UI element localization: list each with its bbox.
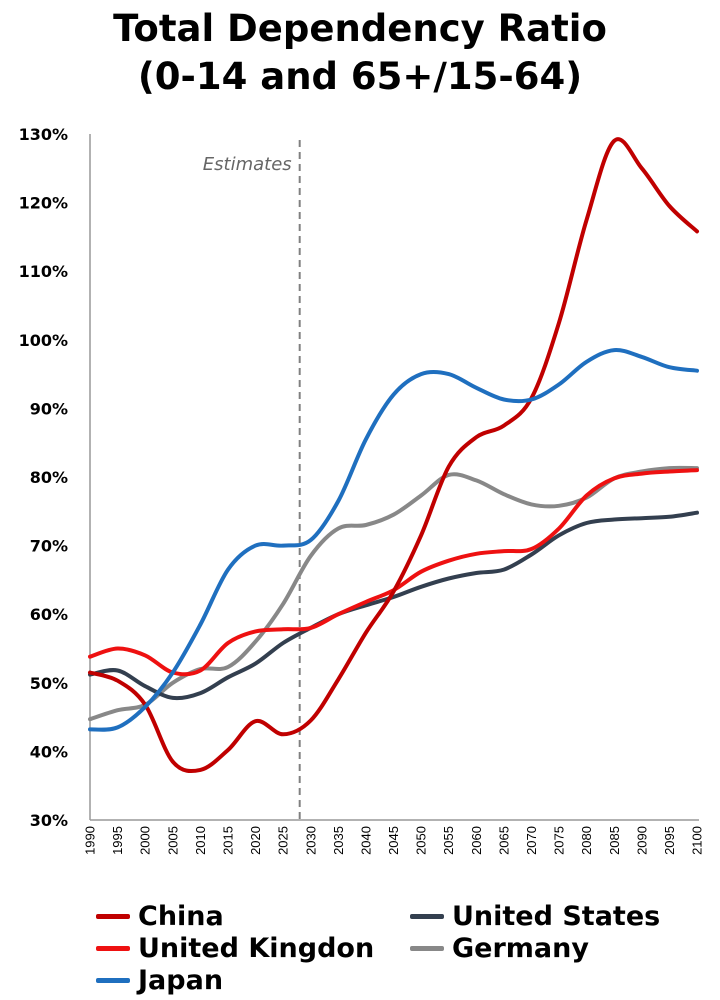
x-tick-label: 2070 [524,826,539,855]
x-tick-label: 2010 [193,826,208,855]
y-tick-label: 70% [30,537,68,556]
x-tick-label: 2075 [552,826,567,855]
x-tick-label: 2090 [634,826,649,855]
y-tick-label: 80% [30,468,68,487]
x-tick-label: 2100 [690,826,705,855]
y-axis: 30% 40% 50% 60% 70% 80% 90% 100% 110% 120% 130% [19,125,91,830]
x-tick-label: 2060 [469,826,484,855]
x-tick-label: 2020 [248,826,263,855]
series-lines [88,137,699,774]
y-tick-label: 120% [19,194,68,213]
y-tick-label: 30% [30,811,68,830]
series-line-united-kingdon [88,468,699,677]
series-line-china [88,137,699,774]
x-tick-label: 2095 [662,826,677,855]
y-tick-label: 110% [19,262,68,281]
y-tick-label: 100% [19,331,68,350]
x-tick-label: 2085 [607,826,622,855]
series-line-united-states [88,510,699,701]
x-tick-label: 1990 [83,826,98,855]
x-tick-label: 2015 [221,826,236,855]
x-tick-label: 2030 [303,826,318,855]
y-tick-label: 40% [30,742,68,761]
x-tick-label: 2080 [579,826,594,855]
y-tick-label: 60% [30,605,68,624]
x-tick-label: 1995 [110,826,125,855]
x-tick-label: 2025 [276,826,291,855]
x-tick-label: 2050 [414,826,429,855]
estimates-label: Estimates [203,154,292,175]
chart-subtitle: (0-14 and 65+/15-64) [137,55,583,98]
x-tick-label: 2045 [386,826,401,855]
x-tick-label: 2035 [331,826,346,855]
y-tick-label: 130% [19,125,68,144]
x-tick-label: 2055 [441,826,456,855]
y-tick-label: 90% [30,399,68,418]
series-line-japan [88,348,699,732]
x-axis: 1990 1995 2000 2005 2010 2015 2020 2025 2030 2035… [83,819,705,855]
x-tick-label: 2040 [358,826,373,855]
chart-title: Total Dependency Ratio [113,7,607,50]
x-tick-label: 2065 [496,826,511,855]
estimates-annotation: Estimates [203,140,301,820]
x-tick-label: 2000 [138,826,153,855]
x-tick-label: 2005 [165,826,180,855]
y-tick-label: 50% [30,674,68,693]
